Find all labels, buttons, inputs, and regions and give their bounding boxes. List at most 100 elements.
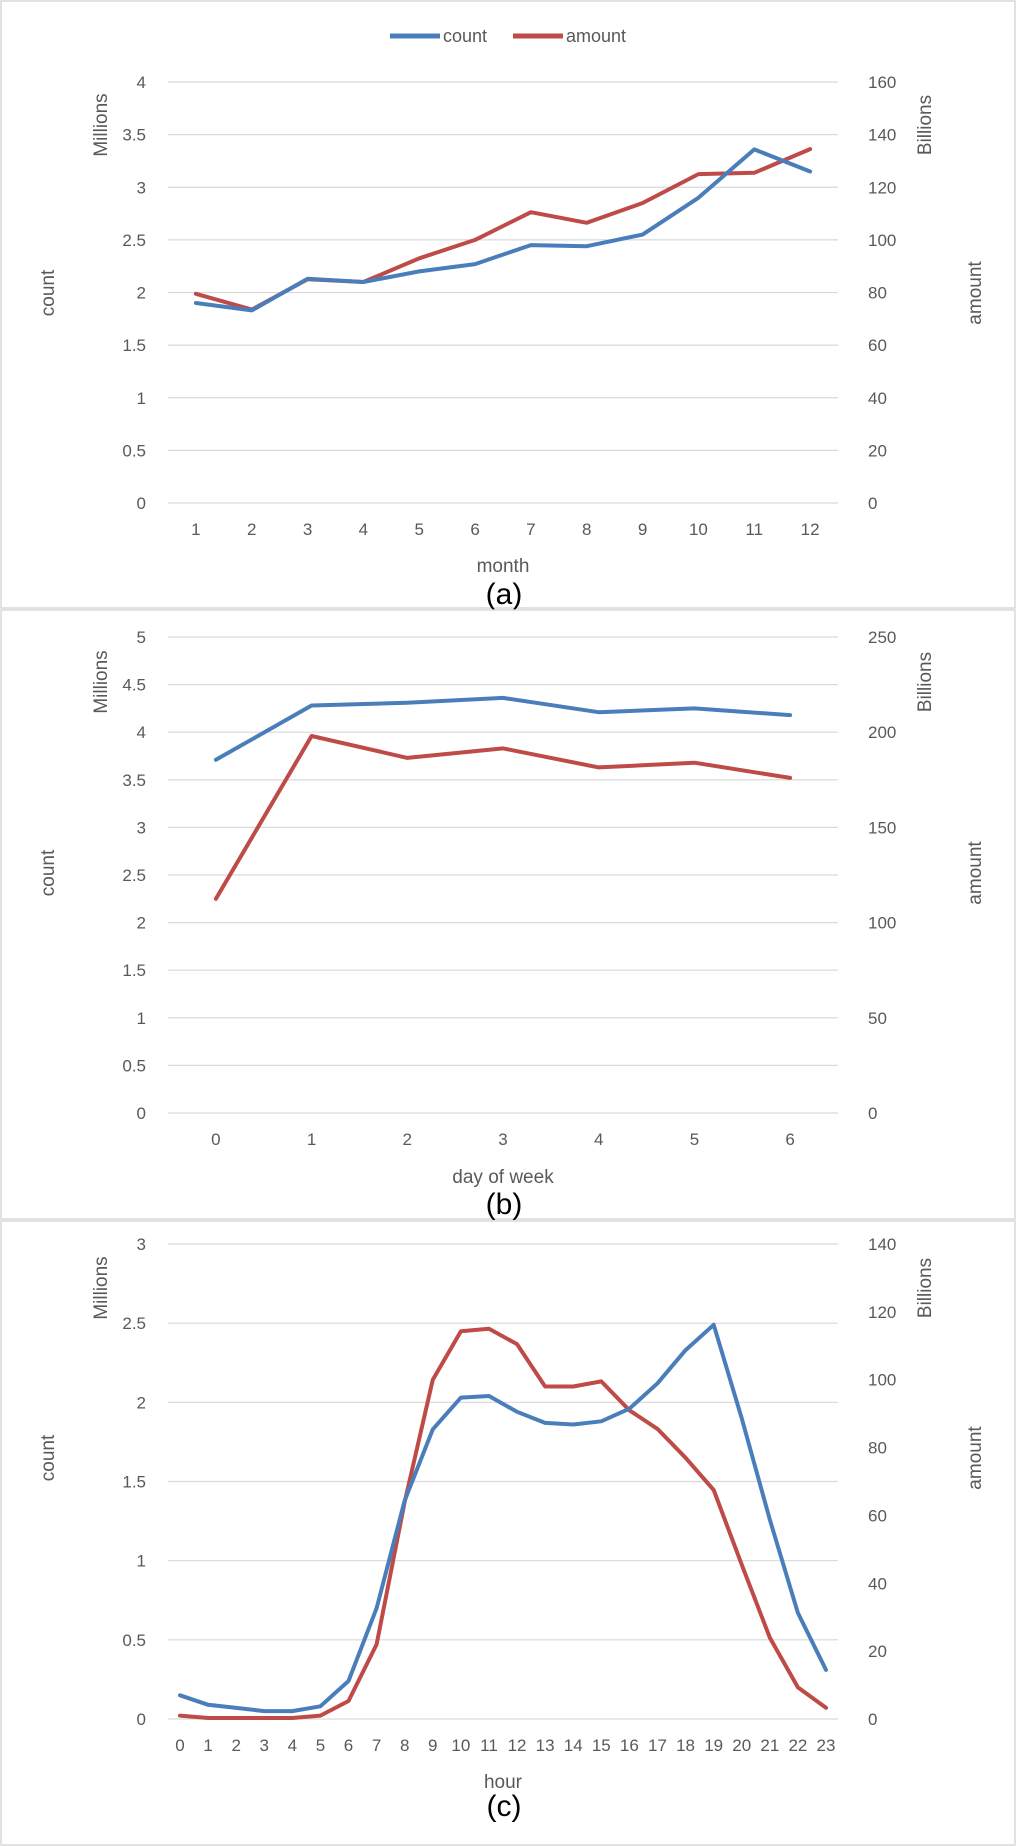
x-tick-label: 11 bbox=[480, 1736, 498, 1755]
x-tick-label: 22 bbox=[788, 1736, 807, 1755]
left-axis-unit: Millions bbox=[91, 650, 112, 713]
y-right-tick-label: 20 bbox=[868, 1642, 887, 1661]
x-tick-label: 17 bbox=[648, 1736, 667, 1755]
x-tick-label: 9 bbox=[638, 520, 647, 539]
x-tick-label: 10 bbox=[451, 1736, 470, 1755]
x-tick-label: 7 bbox=[372, 1736, 381, 1755]
legend-count-label: count bbox=[443, 26, 487, 46]
y-left-tick-label: 0 bbox=[137, 1710, 146, 1729]
y-left-tick-label: 3.5 bbox=[122, 771, 146, 790]
series-line-amount bbox=[193, 147, 813, 312]
right-axis-title: amount bbox=[965, 261, 986, 325]
panel-frame bbox=[0, 609, 1016, 1220]
x-tick-label: 6 bbox=[470, 520, 479, 539]
x-tick-label: 3 bbox=[498, 1130, 507, 1149]
panel-frame bbox=[0, 1220, 1016, 1846]
y-right-tick-label: 120 bbox=[868, 178, 896, 197]
x-tick-label: 8 bbox=[400, 1736, 409, 1755]
x-tick-label: 1 bbox=[203, 1736, 212, 1755]
y-right-tick-label: 120 bbox=[868, 1303, 896, 1322]
x-tick-label: 3 bbox=[260, 1736, 269, 1755]
y-left-tick-label: 4.5 bbox=[122, 676, 146, 695]
x-tick-label: 6 bbox=[785, 1130, 794, 1149]
x-axis-title: month bbox=[477, 556, 530, 577]
series-line-count bbox=[213, 695, 793, 762]
x-tick-label: 21 bbox=[760, 1736, 779, 1755]
y-left-tick-label: 0.5 bbox=[122, 441, 146, 460]
y-left-tick-label: 2.5 bbox=[122, 866, 146, 885]
y-left-tick-label: 3 bbox=[137, 1235, 146, 1254]
x-tick-label: 2 bbox=[247, 520, 256, 539]
panel-caption: (b) bbox=[486, 1188, 523, 1221]
series-line-count bbox=[178, 1322, 828, 1714]
x-tick-label: 9 bbox=[428, 1736, 437, 1755]
y-left-tick-label: 1.5 bbox=[122, 1473, 146, 1492]
series-line-amount bbox=[178, 1326, 828, 1720]
x-tick-label: 4 bbox=[594, 1130, 603, 1149]
y-right-tick-label: 80 bbox=[868, 284, 887, 303]
x-tick-label: 16 bbox=[620, 1736, 639, 1755]
panel-caption: (c) bbox=[487, 1790, 522, 1823]
y-left-tick-label: 2.5 bbox=[122, 1314, 146, 1333]
panel-caption: (a) bbox=[486, 578, 523, 611]
left-axis-title: count bbox=[38, 269, 59, 316]
x-tick-label: 5 bbox=[415, 520, 424, 539]
y-right-tick-label: 40 bbox=[868, 1574, 887, 1593]
y-left-tick-label: 3 bbox=[137, 818, 146, 837]
left-axis-title: count bbox=[38, 849, 59, 896]
y-left-tick-label: 0.5 bbox=[122, 1631, 146, 1650]
x-tick-label: 0 bbox=[211, 1130, 220, 1149]
y-right-tick-label: 100 bbox=[868, 1371, 896, 1390]
y-right-tick-label: 50 bbox=[868, 1009, 887, 1028]
left-axis-unit: Millions bbox=[91, 93, 112, 156]
x-tick-label: 12 bbox=[801, 520, 820, 539]
x-tick-label: 15 bbox=[592, 1736, 611, 1755]
left-axis-title: count bbox=[38, 1434, 59, 1481]
x-tick-label: 18 bbox=[676, 1736, 695, 1755]
right-axis-title: amount bbox=[965, 1426, 986, 1490]
legend: count amount bbox=[390, 26, 626, 46]
y-left-tick-label: 1 bbox=[137, 1552, 146, 1571]
x-tick-label: 20 bbox=[732, 1736, 751, 1755]
right-axis-title: amount bbox=[965, 841, 986, 905]
series-line-count bbox=[193, 147, 813, 313]
y-left-tick-label: 4 bbox=[137, 723, 146, 742]
y-left-tick-label: 1 bbox=[137, 1009, 146, 1028]
x-axis-title: hour bbox=[484, 1772, 523, 1793]
y-right-tick-label: 0 bbox=[868, 494, 877, 513]
y-left-tick-label: 2 bbox=[137, 1393, 146, 1412]
x-tick-label: 12 bbox=[508, 1736, 527, 1755]
y-right-tick-label: 200 bbox=[868, 723, 896, 742]
x-tick-label: 6 bbox=[344, 1736, 353, 1755]
right-axis-unit: Billions bbox=[915, 95, 936, 155]
legend-amount-label: amount bbox=[566, 26, 626, 46]
x-tick-label: 3 bbox=[303, 520, 312, 539]
y-right-tick-label: 60 bbox=[868, 336, 887, 355]
y-right-tick-label: 140 bbox=[868, 1235, 896, 1254]
x-tick-label: 19 bbox=[704, 1736, 723, 1755]
y-right-tick-label: 60 bbox=[868, 1506, 887, 1525]
y-left-tick-label: 1.5 bbox=[122, 336, 146, 355]
y-right-tick-label: 80 bbox=[868, 1439, 887, 1458]
series-line-amount bbox=[213, 734, 793, 901]
x-tick-label: 7 bbox=[526, 520, 535, 539]
x-tick-label: 11 bbox=[745, 520, 763, 539]
x-tick-label: 1 bbox=[191, 520, 200, 539]
panel-frame bbox=[0, 0, 1016, 609]
left-axis-unit: Millions bbox=[91, 1256, 112, 1319]
y-left-tick-label: 3.5 bbox=[122, 126, 146, 145]
y-right-tick-label: 0 bbox=[868, 1710, 877, 1729]
y-left-tick-label: 0 bbox=[137, 1104, 146, 1123]
right-axis-unit: Billions bbox=[915, 652, 936, 712]
y-right-tick-label: 160 bbox=[868, 73, 896, 92]
y-left-tick-label: 5 bbox=[137, 628, 146, 647]
y-right-tick-label: 140 bbox=[868, 126, 896, 145]
y-left-tick-label: 4 bbox=[137, 73, 146, 92]
x-tick-label: 13 bbox=[536, 1736, 555, 1755]
y-right-tick-label: 40 bbox=[868, 389, 887, 408]
x-tick-label: 5 bbox=[690, 1130, 699, 1149]
x-tick-label: 14 bbox=[564, 1736, 583, 1755]
